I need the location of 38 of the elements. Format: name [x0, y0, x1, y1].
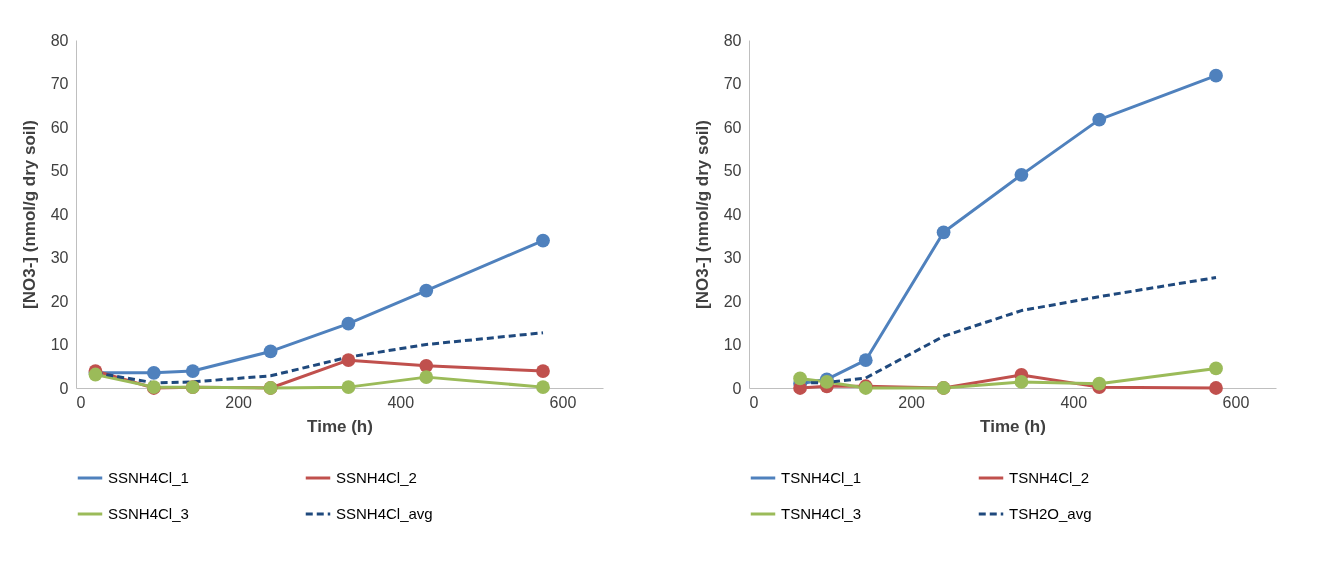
y-tick-label: 40 [723, 205, 742, 223]
y-tick-label: 60 [723, 118, 742, 136]
y-tick-label: 0 [59, 379, 69, 397]
y-tick-label: 30 [723, 249, 742, 266]
legend-label: TSH2O_avg [1009, 505, 1092, 522]
x-tick-label: 0 [749, 393, 759, 411]
legend-label: TSNH4Cl_1 [781, 469, 862, 486]
y-tick-label: 20 [50, 292, 69, 310]
y-tick-label: 10 [723, 336, 742, 353]
x-tick-label: 600 [549, 393, 577, 411]
legend-label: SSNH4Cl_2 [336, 469, 417, 486]
y-tick-label: 70 [723, 75, 742, 92]
x-axis-title: Time (h) [980, 416, 1046, 436]
legend-label: TSNH4Cl_3 [781, 505, 862, 522]
y-tick-label: 40 [50, 205, 69, 223]
y-tick-label: 50 [723, 162, 742, 179]
y-tick-label: 50 [50, 162, 69, 179]
x-axis-title: Time (h) [307, 416, 373, 436]
y-tick-label: 30 [50, 249, 69, 266]
legend-label: SSNH4Cl_1 [108, 469, 189, 486]
y-tick-label: 20 [723, 292, 742, 310]
x-tick-label: 600 [1222, 393, 1250, 411]
y-axis-title: [NO3-] (nmol/g dry soil) [19, 120, 39, 309]
y-tick-label: 80 [50, 31, 69, 49]
x-tick-label: 200 [898, 393, 926, 411]
y-axis-title: [NO3-] (nmol/g dry soil) [692, 120, 712, 309]
x-tick-label: 400 [387, 393, 415, 411]
legend-label: SSNH4Cl_avg [336, 505, 433, 522]
y-tick-label: 60 [50, 118, 69, 136]
y-tick-label: 0 [732, 379, 742, 397]
y-tick-label: 80 [723, 31, 742, 49]
legend-label: TSNH4Cl_2 [1009, 469, 1090, 486]
x-tick-label: 200 [225, 393, 253, 411]
legend-label: SSNH4Cl_3 [108, 505, 189, 522]
y-tick-label: 70 [50, 75, 69, 92]
x-tick-label: 0 [76, 393, 86, 411]
y-tick-label: 10 [50, 336, 69, 353]
x-tick-label: 400 [1060, 393, 1088, 411]
